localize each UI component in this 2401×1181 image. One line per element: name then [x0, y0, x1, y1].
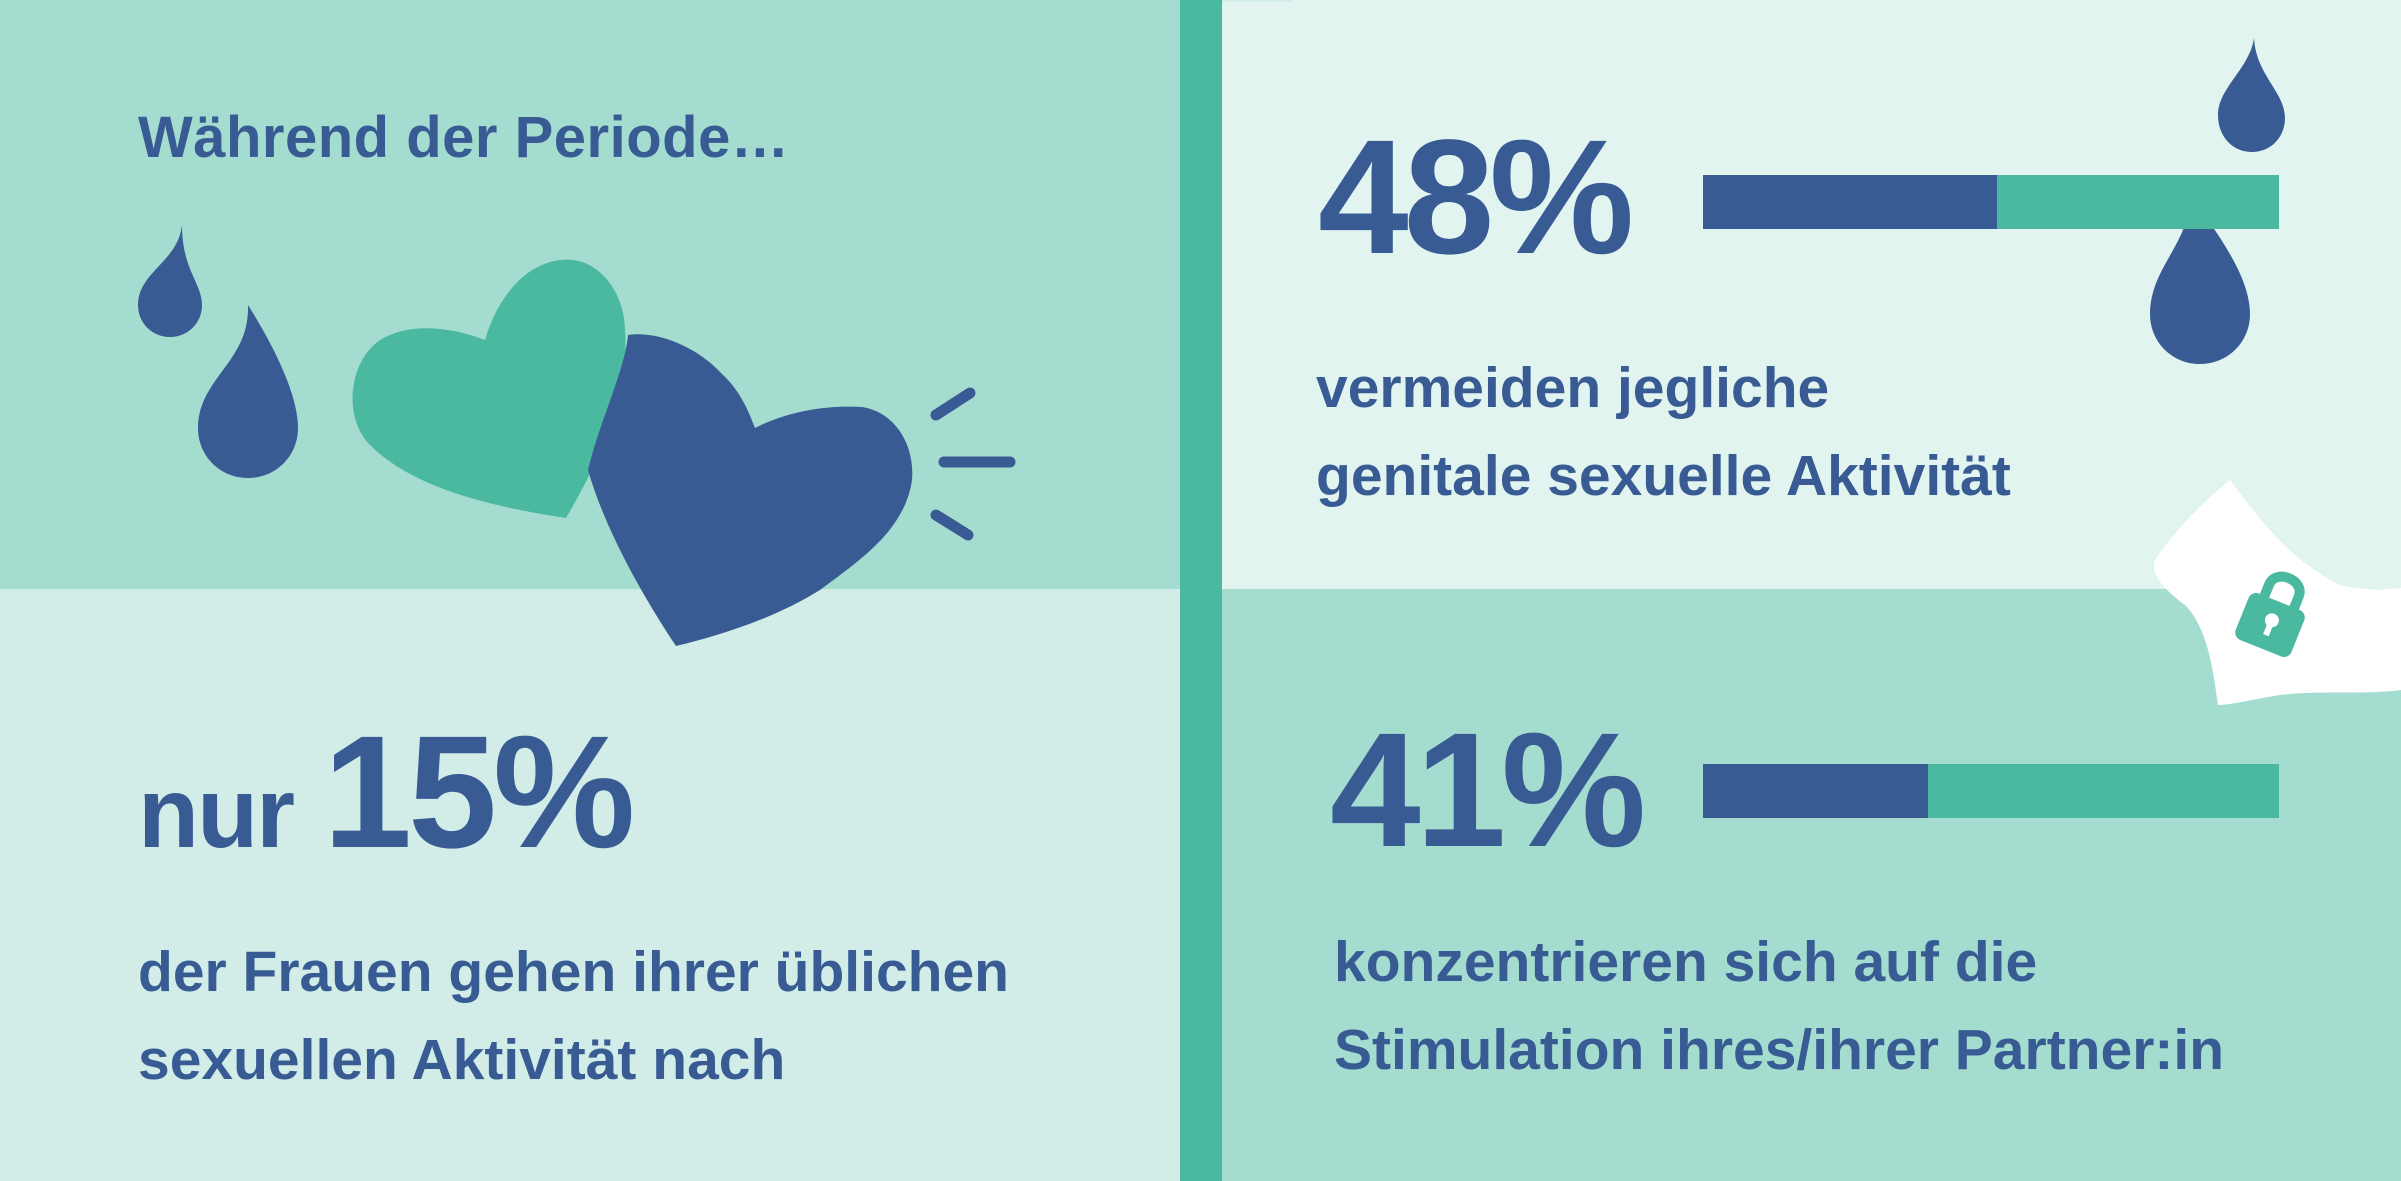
stat-15: nur 15% — [138, 700, 635, 884]
stat-41-bar — [1703, 764, 2279, 818]
description-line: genitale sexuelle Aktivität — [1316, 444, 2011, 508]
drop-icon — [198, 305, 298, 478]
lock-icon — [2235, 571, 2305, 658]
stat-prefix: nur — [138, 757, 295, 869]
stat-41-bar-fill — [1703, 764, 1928, 818]
stat-value: 15% — [323, 702, 635, 881]
description-line: vermeiden jegliche — [1316, 356, 1830, 420]
drop-icon — [138, 225, 202, 337]
center-divider — [1180, 0, 1222, 1181]
drop-icon — [2150, 192, 2250, 364]
page-heading: Während der Periode… — [138, 105, 790, 170]
description-line: sexuellen Aktivität nach — [138, 1028, 786, 1092]
stat-48-bar — [1703, 175, 2279, 229]
underwear-icon — [2154, 480, 2401, 705]
top-right-edge — [1222, 0, 1292, 2]
drop-icon — [2218, 38, 2285, 152]
description-line: der Frauen gehen ihrer üblichen — [138, 940, 1010, 1004]
bottom-left-panel — [0, 589, 1180, 1181]
stat-41-value: 41% — [1330, 698, 1646, 881]
stat-41-description: konzentrieren sich auf die Stimulation i… — [1334, 918, 2224, 1094]
bottom-right-panel — [1222, 589, 2401, 1181]
description-line: Stimulation ihres/ihrer Partner:in — [1334, 1018, 2225, 1082]
stat-48-bar-fill — [1703, 175, 1997, 229]
motion-lines-icon — [930, 387, 1016, 541]
stat-48-value: 48% — [1318, 105, 1634, 288]
stat-15-description: der Frauen gehen ihrer üblichen sexuelle… — [138, 928, 1009, 1104]
description-line: konzentrieren sich auf die — [1334, 930, 2038, 994]
stat-48-description: vermeiden jegliche genitale sexuelle Akt… — [1316, 344, 2011, 520]
heart-icon — [588, 334, 913, 646]
heart-icon — [352, 259, 626, 518]
